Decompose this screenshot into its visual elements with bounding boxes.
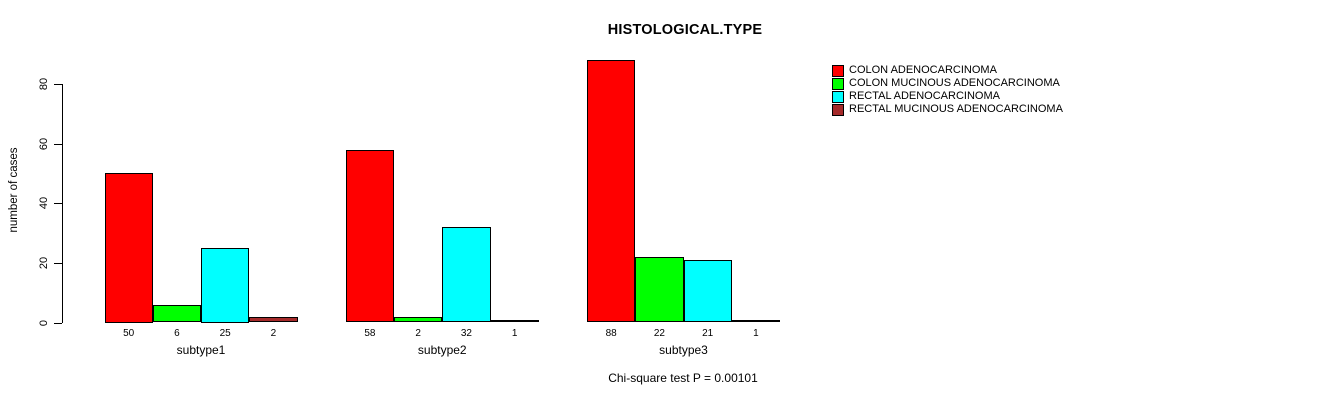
- bar-series0-subtype2: [345, 149, 394, 323]
- bar-value-label: 32: [460, 328, 472, 339]
- bar-series3-subtype2: [490, 319, 539, 323]
- y-axis-tick-label: 0: [38, 319, 50, 326]
- bar-series3-subtype1: [249, 316, 298, 323]
- legend-label: COLON MUCINOUS ADENOCARCINOMA: [849, 77, 1060, 89]
- bar-value-label: 88: [605, 328, 617, 339]
- bar-value-label: 25: [219, 328, 231, 339]
- bar-series1-subtype3: [635, 256, 684, 323]
- bar-value-label: 22: [653, 328, 665, 339]
- bar-value-label: 2: [270, 328, 277, 339]
- bar-value-label: 50: [123, 328, 135, 339]
- bar-value-label: 21: [702, 328, 714, 339]
- legend-label: RECTAL ADENOCARCINOMA: [849, 90, 1000, 102]
- legend-item-rectal-mucinous-adenocarcinoma: RECTAL MUCINOUS ADENOCARCINOMA: [832, 103, 1063, 116]
- legend-swatch-rectal-adenocarcinoma: [832, 90, 844, 103]
- chart-title: HISTOLOGICAL.TYPE: [607, 22, 763, 38]
- legend-item-colon-mucinous-adenocarcinoma: COLON MUCINOUS ADENOCARCINOMA: [832, 77, 1063, 90]
- y-axis-tick-label: 60: [38, 137, 50, 150]
- y-axis-label: number of cases: [8, 147, 20, 233]
- y-axis-tick: [54, 203, 62, 205]
- y-axis-tick-label: 80: [38, 77, 50, 91]
- legend-label: COLON ADENOCARCINOMA: [849, 64, 997, 76]
- legend-item-rectal-adenocarcinoma: RECTAL ADENOCARCINOMA: [832, 90, 1063, 103]
- legend-swatch-rectal-mucinous-adenocarcinoma: [832, 103, 844, 116]
- bar-value-label: 1: [753, 328, 759, 339]
- legend-swatch-colon-adenocarcinoma: [832, 64, 844, 77]
- legend: COLON ADENOCARCINOMA COLON MUCINOUS ADEN…: [832, 64, 1063, 116]
- bar-series1-subtype1: [152, 304, 201, 323]
- y-axis-tick: [54, 262, 62, 264]
- category-label-subtype1: subtype1: [176, 343, 226, 357]
- bar-value-label: 2: [415, 328, 421, 339]
- bar-series2-subtype3: [683, 259, 732, 323]
- y-axis-tick-label: 20: [38, 256, 50, 269]
- legend-item-colon-adenocarcinoma: COLON ADENOCARCINOMA: [832, 64, 1063, 77]
- category-label-subtype3: subtype3: [659, 343, 708, 357]
- bar-series3-subtype3: [731, 319, 780, 323]
- y-axis-tick: [54, 322, 62, 324]
- bar-series2-subtype2: [442, 227, 491, 323]
- y-axis-tick-label: 40: [38, 197, 50, 210]
- bar-series0-subtype3: [587, 60, 636, 323]
- y-axis-line: [62, 84, 63, 323]
- category-label-subtype2: subtype2: [417, 343, 467, 357]
- bar-value-label: 6: [174, 328, 180, 339]
- y-axis-tick: [54, 84, 62, 85]
- bar-series1-subtype2: [394, 316, 443, 323]
- bar-value-label: 58: [364, 328, 376, 339]
- bar-value-label: 1: [511, 328, 518, 339]
- bar-series2-subtype1: [201, 247, 250, 323]
- y-axis-tick: [54, 143, 62, 145]
- legend-swatch-colon-mucinous-adenocarcinoma: [832, 77, 844, 90]
- bar-series0-subtype1: [104, 173, 153, 323]
- legend-label: RECTAL MUCINOUS ADENOCARCINOMA: [849, 103, 1063, 115]
- chi-square-annotation: Chi-square test P = 0.00101: [608, 371, 758, 385]
